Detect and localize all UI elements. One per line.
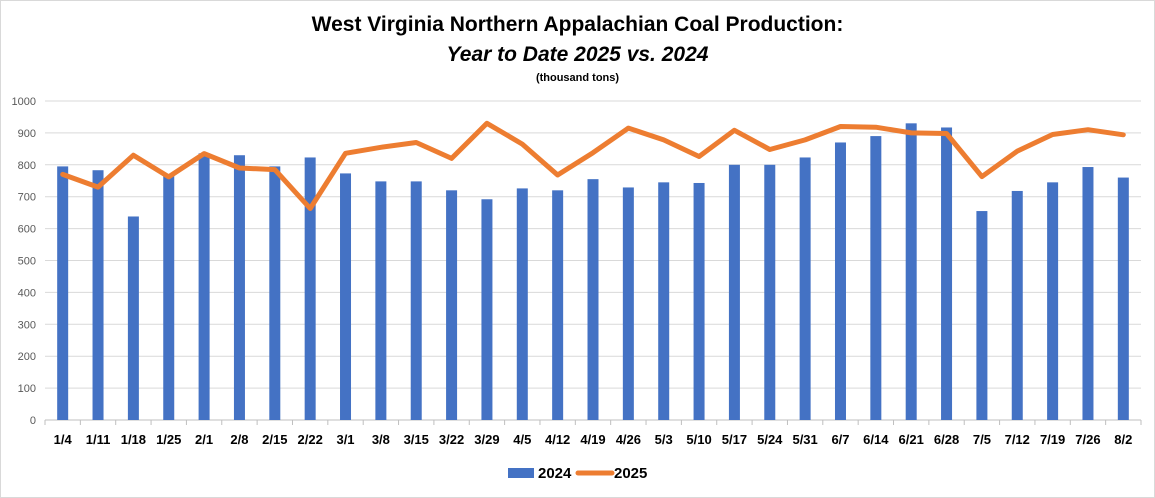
- x-tick-label: 1/25: [156, 432, 181, 447]
- x-tick-label: 1/18: [121, 432, 146, 447]
- y-tick-label: 0: [30, 415, 36, 427]
- bar-2024: [198, 153, 210, 421]
- bar-2024: [446, 190, 458, 420]
- bar-2024: [941, 127, 953, 421]
- bar-2024: [1011, 190, 1023, 420]
- bar-2024: [57, 166, 69, 420]
- bar-2024: [516, 188, 528, 420]
- x-tick-label: 1/4: [54, 432, 73, 447]
- bar-2024: [233, 155, 245, 421]
- x-tick-label: 4/12: [545, 432, 570, 447]
- x-tick-label: 5/3: [655, 432, 673, 447]
- x-tick-label: 3/29: [474, 432, 499, 447]
- chart-title: West Virginia Northern Appalachian Coal …: [311, 13, 844, 36]
- y-tick-label: 600: [18, 224, 36, 236]
- legend-swatch-2024: [508, 468, 534, 478]
- x-tick-label: 6/28: [934, 432, 959, 447]
- bar-2024: [764, 164, 776, 420]
- x-tick-label: 3/8: [372, 432, 390, 447]
- x-tick-label: 3/22: [439, 432, 464, 447]
- x-tick-label: 3/15: [404, 432, 429, 447]
- bar-2024: [269, 166, 281, 420]
- y-tick-label: 800: [18, 160, 36, 172]
- chart-subtitle: Year to Date 2025 vs. 2024: [446, 43, 709, 66]
- bar-2024: [728, 164, 740, 420]
- bar-2024: [799, 157, 811, 420]
- line-2025: [60, 120, 1126, 211]
- bar-2024: [693, 182, 705, 420]
- bar-2024: [905, 123, 917, 420]
- x-tick-label: 5/17: [722, 432, 747, 447]
- x-tick-label: 2/1: [195, 432, 213, 447]
- y-tick-label: 1000: [12, 96, 36, 108]
- bar-2024: [340, 173, 352, 420]
- x-tick-label: 4/26: [616, 432, 641, 447]
- x-tick-label: 4/19: [580, 432, 605, 447]
- x-tick-label: 1/11: [86, 432, 111, 447]
- x-tick-label: 7/5: [973, 432, 991, 447]
- bar-2024: [481, 199, 493, 420]
- chart-units: (thousand tons): [535, 72, 620, 84]
- x-tick-label: 2/22: [298, 432, 323, 447]
- bar-2024: [622, 187, 634, 420]
- x-tick-label: 8/2: [1114, 432, 1132, 447]
- bar-2024: [375, 181, 387, 420]
- y-tick-label: 900: [18, 128, 36, 140]
- x-tick-label: 5/24: [757, 432, 783, 447]
- bar-2024: [1082, 167, 1094, 420]
- x-tick-label: 6/7: [831, 432, 849, 447]
- bar-2024: [304, 157, 316, 420]
- bar-2024: [658, 182, 670, 420]
- legend-label-2025: 2025: [614, 465, 647, 482]
- x-tick-label: 4/5: [513, 432, 531, 447]
- y-tick-label: 700: [18, 192, 36, 204]
- y-tick-label: 300: [18, 319, 36, 331]
- x-tick-label: 7/12: [1005, 432, 1030, 447]
- x-tick-label: 7/19: [1040, 432, 1065, 447]
- x-tick-label: 5/10: [686, 432, 711, 447]
- x-tick-label: 2/15: [262, 432, 287, 447]
- x-tick-label: 7/26: [1075, 432, 1100, 447]
- bar-2024: [410, 181, 422, 420]
- y-tick-label: 100: [18, 383, 36, 395]
- bar-2024: [1117, 177, 1129, 420]
- bar-2024: [587, 179, 599, 420]
- y-tick-label: 200: [18, 351, 36, 363]
- x-tick-label: 3/1: [336, 432, 354, 447]
- y-tick-label: 400: [18, 287, 36, 299]
- bar-2024: [1047, 182, 1059, 420]
- bar-2024: [870, 136, 882, 420]
- bar-2024: [552, 190, 564, 420]
- legend-label-2024: 2024: [538, 465, 572, 482]
- x-tick-label: 5/31: [792, 432, 817, 447]
- x-tick-label: 6/14: [863, 432, 889, 447]
- bar-2024: [834, 142, 846, 420]
- bar-2024: [127, 216, 139, 420]
- x-tick-label: 6/21: [899, 432, 924, 447]
- bar-2024: [92, 170, 104, 420]
- y-tick-label: 500: [18, 256, 36, 268]
- bar-2024: [976, 211, 988, 420]
- x-tick-label: 2/8: [230, 432, 248, 447]
- bar-2024: [163, 174, 175, 420]
